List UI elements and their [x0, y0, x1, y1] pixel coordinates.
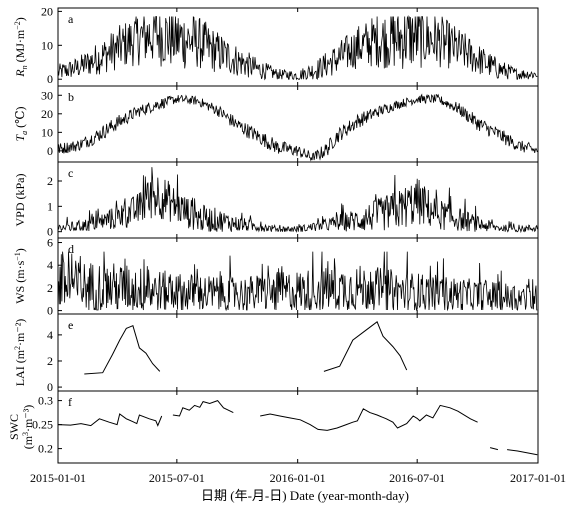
y-tick-label: 20	[41, 4, 53, 18]
y-axis-label-part: T	[13, 134, 27, 142]
y-axis-label-part: LAI (m	[13, 349, 27, 386]
panel-letter: a	[68, 12, 74, 26]
y-axis-label: Rn (MJ·m−2)	[13, 17, 29, 78]
y-axis-label: SWC(m3·m⁻³)	[7, 405, 35, 450]
y-axis-label-sup: 2	[13, 346, 22, 350]
y-tick-label: 10	[41, 125, 53, 139]
series-line	[57, 413, 163, 427]
y-tick-label: 0	[47, 225, 53, 239]
y-axis-label-sup: −1	[13, 252, 22, 261]
y-axis-label-part: (℃)	[13, 106, 27, 130]
y-axis-label-part: (MJ·m	[13, 29, 27, 65]
series-line	[84, 325, 161, 375]
y-tick-label: 20	[41, 107, 53, 121]
series-line	[172, 400, 234, 417]
panel-frame	[57, 390, 539, 464]
x-axis-label: 日期 (年-月-日) Date (year-month-day)	[201, 488, 409, 503]
y-axis-label-part: VPD (kPa)	[13, 173, 27, 226]
y-axis-label-part: SWC	[7, 414, 21, 440]
y-tick-label: 0	[47, 144, 53, 158]
x-axis-tick-labels: 2015-01-01 2015-07-01 2016-01-01 2016-07-01…	[30, 471, 566, 485]
x-tick-label: 2015-07-01	[149, 471, 205, 485]
y-tick-label: 2	[47, 354, 53, 368]
y-tick-label: 10	[41, 38, 53, 52]
panel-frame	[57, 313, 539, 392]
panel-c: c 0 1 2 VPD (kPa)	[13, 161, 539, 239]
y-axis-label-sub: n	[20, 65, 29, 69]
panel-d: d 0 2 4 6 WS (m·s−1)	[13, 236, 539, 318]
y-tick-label: 1	[47, 199, 53, 213]
y-tick-label: 30	[41, 88, 53, 102]
y-axis-label-sup: −2	[13, 21, 22, 30]
series-line	[489, 447, 499, 451]
y-tick-label: 6	[47, 236, 53, 250]
y-axis-label-part: )	[13, 248, 27, 252]
y-tick-label: 4	[47, 258, 53, 272]
y-axis-label-part: ·m⁻³)	[21, 405, 35, 432]
panel-letter: d	[68, 242, 74, 256]
y-axis-label: WS (m·s−1)	[13, 248, 27, 304]
y-tick-label: 0.3	[38, 394, 53, 408]
y-axis-label: VPD (kPa)	[13, 173, 27, 226]
y-tick-label: 0.25	[32, 418, 53, 432]
y-tick-label: 0.2	[38, 442, 53, 456]
y-axis-label: Ta (℃)	[13, 106, 29, 141]
y-axis-label-part: WS (m·s	[13, 260, 27, 303]
series-line	[57, 93, 538, 162]
y-axis-label: LAI (m2·m⁻²)	[13, 319, 27, 387]
panel-a: a 0 10 20 Rn (MJ·m−2)	[13, 4, 539, 87]
y-tick-label: 0	[47, 72, 53, 86]
x-tick-label: 2016-01-01	[270, 471, 326, 485]
panel-letter: e	[68, 318, 73, 332]
y-tick-label: 0	[47, 304, 53, 318]
y-axis-label-sub: a	[20, 131, 29, 135]
y-tick-label: 2	[47, 281, 53, 295]
x-tick-label: 2016-07-01	[389, 471, 445, 485]
panel-letter: c	[68, 166, 73, 180]
panel-letter: f	[68, 395, 72, 409]
y-axis-label-part: )	[13, 17, 27, 21]
y-axis-label-part: R	[13, 69, 27, 78]
series-line	[57, 251, 538, 312]
series-line	[57, 167, 538, 234]
panel-b: b 0 10 20 30 Ta (℃)	[13, 85, 539, 163]
series-line	[323, 321, 408, 372]
series-line	[260, 404, 478, 431]
y-axis-label-part: (m	[21, 435, 35, 449]
x-tick-label: 2017-01-01	[510, 471, 566, 485]
series-line	[507, 449, 538, 456]
y-tick-label: 2	[47, 174, 53, 188]
x-tick-label: 2015-01-01	[30, 471, 86, 485]
y-axis-label-sup: 3	[21, 432, 30, 436]
y-axis-label-part: ·m⁻²)	[13, 319, 27, 346]
series-line	[57, 14, 538, 81]
y-tick-label: 0	[47, 380, 53, 394]
y-tick-label: 4	[47, 328, 53, 342]
panel-letter: b	[68, 90, 74, 104]
